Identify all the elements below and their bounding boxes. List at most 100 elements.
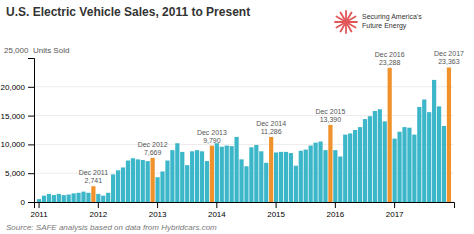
bar <box>81 192 85 202</box>
y-axis: 05,00010,00015,00020,000 <box>1 59 35 208</box>
bar <box>165 161 169 202</box>
annotation-line: Dec 2015 <box>315 108 345 115</box>
annotation-line: Dec 2013 <box>197 129 227 136</box>
bar <box>146 161 150 202</box>
bar <box>279 152 283 202</box>
bar <box>86 193 90 202</box>
bar <box>333 150 337 202</box>
bar <box>72 193 76 202</box>
bar <box>195 150 199 202</box>
bar <box>210 146 214 202</box>
y-tick: 0 <box>21 198 34 207</box>
annotation-line: 13,390 <box>320 116 342 123</box>
bar <box>239 159 243 202</box>
bar <box>175 143 179 202</box>
annotation-line: 23,363 <box>438 58 460 65</box>
annotation-line: Dec 2016 <box>375 51 405 58</box>
x-tick: 2012 <box>89 202 107 219</box>
bar <box>141 160 145 202</box>
bar <box>318 142 322 202</box>
bar <box>264 163 268 202</box>
x-tick-label: 2016 <box>326 210 344 219</box>
bar <box>205 161 209 202</box>
y-tick-mark <box>28 116 34 117</box>
bar <box>309 146 313 202</box>
bar <box>244 166 248 202</box>
y-tick-mark <box>28 144 34 145</box>
x-tick: 2013 <box>149 202 167 219</box>
bar <box>215 143 219 202</box>
bar <box>136 159 140 202</box>
y-tick: 15,000 <box>1 112 34 121</box>
bar <box>274 152 278 202</box>
bar <box>249 147 253 202</box>
annotation-line: 2,741 <box>85 177 103 184</box>
bar <box>397 132 401 202</box>
x-tick-label: 2015 <box>267 210 285 219</box>
annotation: Dec 20127,669 <box>138 141 168 156</box>
bar <box>373 111 377 202</box>
annotation-line: 7,669 <box>144 149 162 156</box>
bar <box>422 99 426 202</box>
annotation-line: 11,286 <box>261 128 282 135</box>
title: U.S. Electric Vehicle Sales, 2011 to Pre… <box>6 5 250 19</box>
x-tick: 2011 <box>30 202 48 219</box>
bar <box>160 171 164 202</box>
bar <box>37 199 41 202</box>
annotation: Dec 201411,286 <box>256 120 286 135</box>
x-tick: 2014 <box>208 202 226 219</box>
bar <box>111 174 115 202</box>
annotation-line: Dec 2017 <box>434 50 464 57</box>
bar <box>200 151 204 202</box>
chart: 05,00010,00015,00020,0002011201220132014… <box>0 0 474 234</box>
bar <box>170 150 174 202</box>
bar <box>269 137 273 202</box>
bar <box>220 147 224 202</box>
bar <box>343 135 347 202</box>
bar <box>294 166 298 202</box>
x-tick-mark <box>394 202 395 208</box>
annotation: Dec 20112,741 <box>79 169 109 184</box>
bar <box>383 121 387 202</box>
x-tick-label: 2012 <box>89 210 107 219</box>
bar <box>338 156 342 202</box>
bar <box>328 125 332 202</box>
x-tick-label: 2017 <box>386 210 404 219</box>
annotations: Dec 20112,741 Dec 20127,669 Dec 20139,790 D… <box>79 50 464 184</box>
y-tick-label: 20,000 <box>1 83 26 92</box>
source: Source: SAFE analysis based on data from… <box>6 223 217 232</box>
bar <box>96 194 100 202</box>
bar <box>234 137 238 202</box>
bar <box>442 126 446 202</box>
x-tick: 2015 <box>267 202 285 219</box>
bar <box>353 130 357 202</box>
logo-text: Future Energy <box>362 22 407 30</box>
annotation-line: Dec 2012 <box>138 141 168 148</box>
bar <box>432 80 436 202</box>
annotation-line: Dec 2014 <box>256 120 286 127</box>
bar <box>180 152 184 202</box>
annotation: Dec 201723,363 <box>434 50 464 65</box>
annotation: Dec 201623,288 <box>375 51 405 66</box>
x-axis: 2011 2012 2013 2014 2015 2016 2017 <box>30 202 454 219</box>
bar <box>52 195 56 202</box>
bar <box>323 150 327 202</box>
bar <box>304 150 308 202</box>
bar <box>91 186 95 202</box>
y-tick: 20,000 <box>1 83 34 92</box>
bar <box>314 143 318 202</box>
y-tick-mark <box>28 173 34 174</box>
y-tick-mark <box>28 202 34 203</box>
bar <box>393 139 397 202</box>
bar <box>190 151 194 202</box>
x-tick-label: 2014 <box>208 210 226 219</box>
bar <box>358 127 362 202</box>
logo-ray <box>346 22 356 28</box>
annotation-line: 23,288 <box>379 59 401 66</box>
y-label: 25,000 Units Sold <box>4 46 69 55</box>
x-tick-mark <box>39 202 40 208</box>
y-tick-mark <box>28 87 34 88</box>
bar <box>42 196 46 202</box>
bar <box>447 67 451 202</box>
annotation-line: 9,790 <box>203 137 221 144</box>
